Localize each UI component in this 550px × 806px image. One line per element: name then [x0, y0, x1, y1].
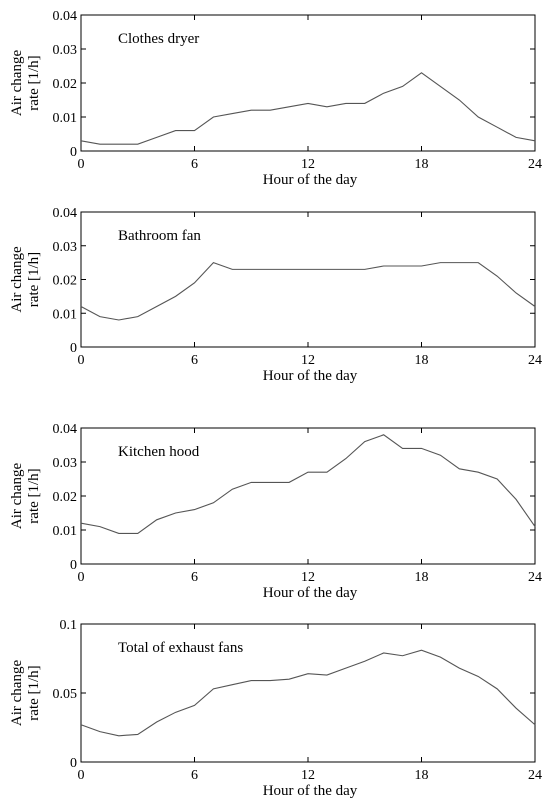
x-tick-label: 18: [415, 353, 429, 368]
y-tick-label: 0.01: [53, 524, 78, 539]
y-tick-label: 0.03: [53, 43, 78, 58]
y-tick-label: 0: [70, 756, 77, 771]
chart-panel-4: 0 6 12 18 24 0 0.05 0.1 Hour of the day Air chang…: [9, 618, 542, 799]
y-axis-label-line-2: rate [1/h]: [26, 55, 42, 110]
x-tick-label: 24: [528, 157, 542, 172]
x-tick-label: 0: [78, 570, 85, 585]
x-tick-label: 6: [191, 570, 198, 585]
chart-panel-3: 0 6 12 18 24 0 0.01 0.02 0.03 0.04 Hour of the day…: [9, 422, 542, 601]
y-axis-label-line-1: Air change: [9, 463, 25, 530]
series-line: [80, 72, 536, 145]
y-tick-label: 0.03: [53, 456, 78, 471]
y-tick-label: 0: [70, 341, 77, 356]
x-tick-label: 12: [301, 768, 315, 783]
y-tick-label: 0.03: [53, 240, 78, 255]
x-axis-label: Hour of the day: [263, 368, 358, 384]
x-tick-label: 18: [415, 768, 429, 783]
panel-title: Total of exhaust fans: [118, 640, 243, 656]
y-tick-label: 0.04: [53, 206, 78, 221]
y-tick-label: 0.01: [53, 307, 78, 322]
x-tick-label: 12: [301, 353, 315, 368]
y-tick-label: 0: [70, 145, 77, 160]
x-tick-label: 0: [78, 157, 85, 172]
y-tick-label: 0.02: [53, 490, 78, 505]
x-tick-label: 24: [528, 353, 542, 368]
x-tick-label: 6: [191, 353, 198, 368]
y-axis-label-line-2: rate [1/h]: [26, 252, 42, 307]
x-axis-label: Hour of the day: [263, 783, 358, 799]
y-tick-label: 0.04: [53, 422, 78, 437]
series-line: [80, 261, 536, 321]
y-tick-label: 0.02: [53, 274, 78, 289]
y-tick-label: 0.02: [53, 77, 78, 92]
x-axis-label: Hour of the day: [263, 585, 358, 601]
y-axis-label-line-1: Air change: [9, 246, 25, 313]
x-tick-label: 12: [301, 570, 315, 585]
y-tick-label: 0.04: [53, 9, 78, 24]
x-axis-label: Hour of the day: [263, 172, 358, 188]
y-axis-label-line-1: Air change: [9, 660, 25, 727]
x-tick-label: 24: [528, 768, 542, 783]
x-tick-label: 0: [78, 353, 85, 368]
x-tick-label: 12: [301, 157, 315, 172]
series-line: [80, 649, 536, 737]
panel-title: Clothes dryer: [118, 31, 199, 47]
x-tick-label: 6: [191, 768, 198, 783]
y-tick-label: 0.05: [53, 687, 78, 702]
x-tick-label: 0: [78, 768, 85, 783]
y-axis-label-line-2: rate [1/h]: [26, 665, 42, 720]
chart-panel-2: 0 6 12 18 24 0 0.01 0.02 0.03 0.04 Hour of the day…: [9, 206, 542, 384]
y-tick-label: 0.01: [53, 111, 78, 126]
x-tick-label: 18: [415, 157, 429, 172]
chart-panel-1: 0 6 12 18 24 0 0.01 0.02 0.03 0.04 Hour of the day…: [9, 9, 542, 188]
y-axis-label-line-1: Air change: [9, 50, 25, 117]
y-tick-label: 0.1: [60, 618, 78, 633]
y-axis-label-line-2: rate [1/h]: [26, 468, 42, 523]
x-tick-label: 24: [528, 570, 542, 585]
panel-title: Bathroom fan: [118, 228, 201, 244]
x-tick-label: 6: [191, 157, 198, 172]
x-tick-label: 18: [415, 570, 429, 585]
panel-title: Kitchen hood: [118, 444, 200, 460]
y-tick-label: 0: [70, 558, 77, 573]
